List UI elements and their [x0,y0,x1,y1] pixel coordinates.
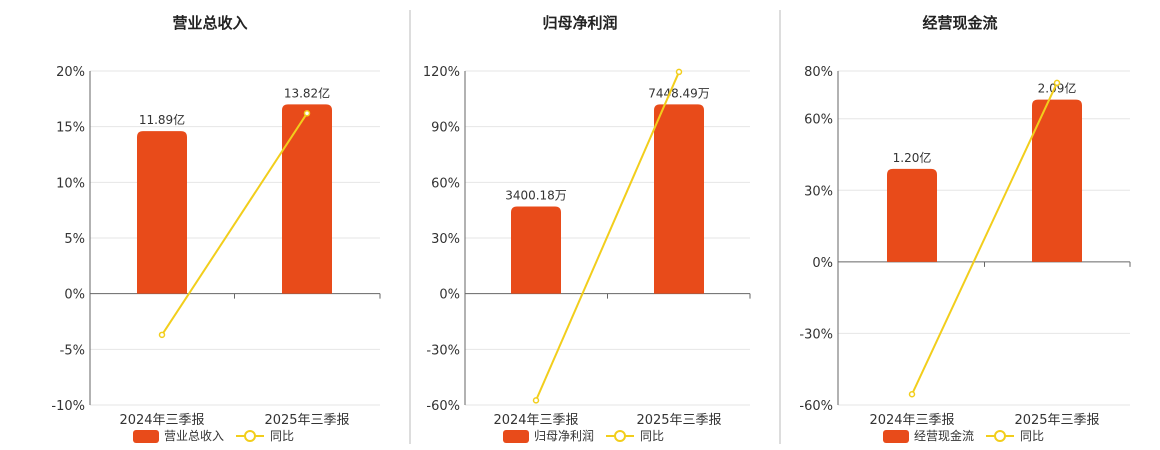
y-tick-label: 90% [431,121,460,136]
y-tick-label: 30% [431,232,460,247]
y-tick-label: -60% [426,399,460,414]
yoy-line [535,71,680,401]
legend-line-marker [244,430,256,442]
yoy-point [1053,79,1061,87]
y-tick-label: -30% [799,327,833,342]
legend-bar-swatch [133,430,159,443]
bar [282,104,332,294]
y-tick-label: 60% [804,113,833,128]
bar [887,168,937,262]
x-tick-label: 2025年三季报 [264,413,349,428]
bar-data-label: 2.09亿 [1038,81,1077,96]
yoy-line [161,112,308,336]
yoy-point [532,397,540,404]
yoy-point [908,391,916,398]
y-tick-label: 20% [56,65,85,80]
bar-data-label: 3400.18万 [505,188,567,202]
yoy-point [303,110,311,117]
legend-line-marker [614,430,626,442]
y-tick-label: 120% [423,65,460,80]
y-tick-label: 0% [439,288,460,303]
legend-bar-swatch [883,430,909,443]
x-tick-label: 2024年三季报 [493,413,578,428]
bar [1032,99,1082,262]
y-tick-label: 10% [56,176,85,191]
legend-bar-swatch [503,430,529,443]
bar [137,131,187,294]
y-tick-label: -60% [799,399,833,414]
chart-title: 经营现金流 [922,14,997,32]
legend-line-label: 同比 [1020,429,1044,443]
x-tick-label: 2024年三季报 [869,413,954,428]
bar-data-label: 11.89亿 [139,112,185,127]
legend-bar-label: 营业总收入 [164,429,224,443]
y-tick-label: 5% [64,232,85,247]
chart-title: 营业总收入 [172,14,247,32]
y-tick-label: 15% [56,121,85,136]
y-tick-label: -30% [426,343,460,358]
legend-bar-label: 经营现金流 [914,428,974,443]
bar [654,104,704,294]
bar-data-label: 7448.49万 [648,86,710,100]
yoy-line [911,82,1058,395]
x-tick-label: 2024年三季报 [119,413,204,428]
yoy-point [675,68,683,76]
y-tick-label: 80% [804,65,833,80]
y-tick-label: 60% [431,176,460,191]
yoy-point [158,331,166,339]
y-tick-label: 30% [804,184,833,199]
bar [511,206,561,294]
y-tick-label: 0% [64,288,85,303]
legend-line-label: 同比 [640,429,664,443]
legend-line-marker [994,430,1006,442]
x-tick-label: 2025年三季报 [636,413,721,428]
chart-title: 归母净利润 [542,14,617,32]
bar-data-label: 1.20亿 [893,150,932,165]
y-tick-label: -5% [60,343,85,358]
y-tick-label: -10% [51,399,85,414]
legend-bar-label: 归母净利润 [534,429,594,443]
legend-line-label: 同比 [270,429,294,443]
bar-data-label: 13.82亿 [284,85,330,100]
y-tick-label: 0% [812,256,833,271]
x-tick-label: 2025年三季报 [1014,413,1099,428]
